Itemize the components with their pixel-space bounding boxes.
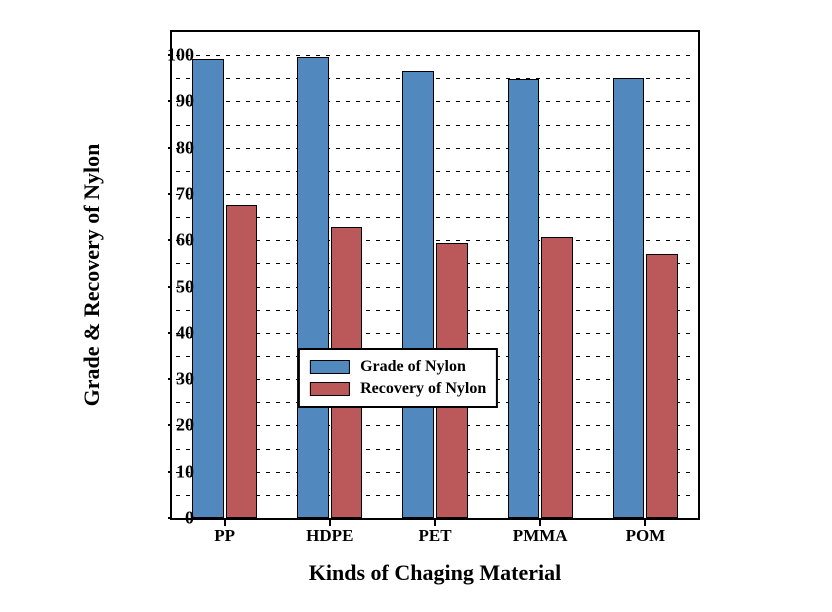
legend-label: Recovery of Nylon bbox=[360, 380, 486, 398]
bar bbox=[613, 78, 645, 518]
y-axis-title: Grade & Recovery of Nylon bbox=[79, 144, 105, 407]
bar bbox=[192, 59, 224, 518]
legend-label: Grade of Nylon bbox=[360, 358, 466, 376]
bar bbox=[508, 79, 540, 518]
bar bbox=[541, 237, 573, 518]
x-axis-title: Kinds of Chaging Material bbox=[309, 560, 561, 586]
y-tick-mark bbox=[168, 100, 172, 102]
x-tick-label: PMMA bbox=[513, 526, 568, 546]
legend-item: Recovery of Nylon bbox=[310, 378, 486, 400]
y-tick-mark bbox=[168, 378, 172, 380]
bar bbox=[297, 57, 329, 518]
y-tick-mark bbox=[168, 147, 172, 149]
x-tick-label: PP bbox=[214, 526, 235, 546]
bar-chart: Grade & Recovery of Nylon Kinds of Chagi… bbox=[110, 20, 730, 592]
bar bbox=[402, 71, 434, 518]
bar bbox=[226, 205, 258, 518]
x-tick-label: PET bbox=[418, 526, 451, 546]
y-tick-mark bbox=[168, 286, 172, 288]
y-tick-mark bbox=[168, 332, 172, 334]
bar bbox=[646, 254, 678, 518]
legend: Grade of Nylon Recovery of Nylon bbox=[298, 348, 498, 408]
y-tick-mark bbox=[168, 471, 172, 473]
y-tick-mark bbox=[168, 517, 172, 519]
y-tick-mark bbox=[168, 424, 172, 426]
plot-area bbox=[170, 30, 700, 520]
y-tick-mark bbox=[168, 239, 172, 241]
legend-item: Grade of Nylon bbox=[310, 356, 486, 378]
y-tick-mark bbox=[168, 54, 172, 56]
legend-swatch bbox=[310, 360, 350, 374]
x-tick-label: POM bbox=[626, 526, 666, 546]
y-tick-mark bbox=[168, 193, 172, 195]
legend-swatch bbox=[310, 382, 350, 396]
x-tick-label: HDPE bbox=[306, 526, 353, 546]
